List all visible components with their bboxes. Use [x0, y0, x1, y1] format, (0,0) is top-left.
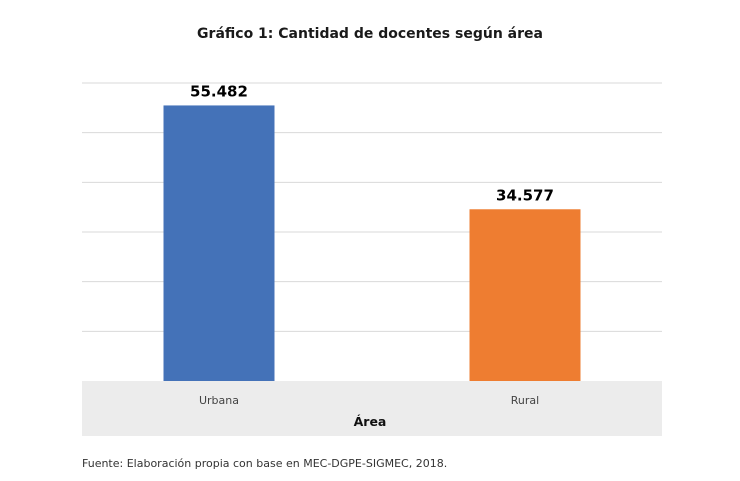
bar-rural: [469, 209, 581, 381]
x-tick-label: Urbana: [199, 394, 239, 407]
source-note: Fuente: Elaboración propia con base en M…: [82, 457, 447, 470]
chart-title: Gráfico 1: Cantidad de docentes según ár…: [197, 26, 543, 42]
x-tick-label: Rural: [511, 394, 539, 407]
x-axis-band: [82, 381, 662, 436]
bar-urbana: [163, 105, 275, 382]
data-label: 34.577: [496, 186, 554, 204]
data-label: 55.482: [190, 82, 248, 100]
x-axis-label: Área: [354, 414, 387, 429]
